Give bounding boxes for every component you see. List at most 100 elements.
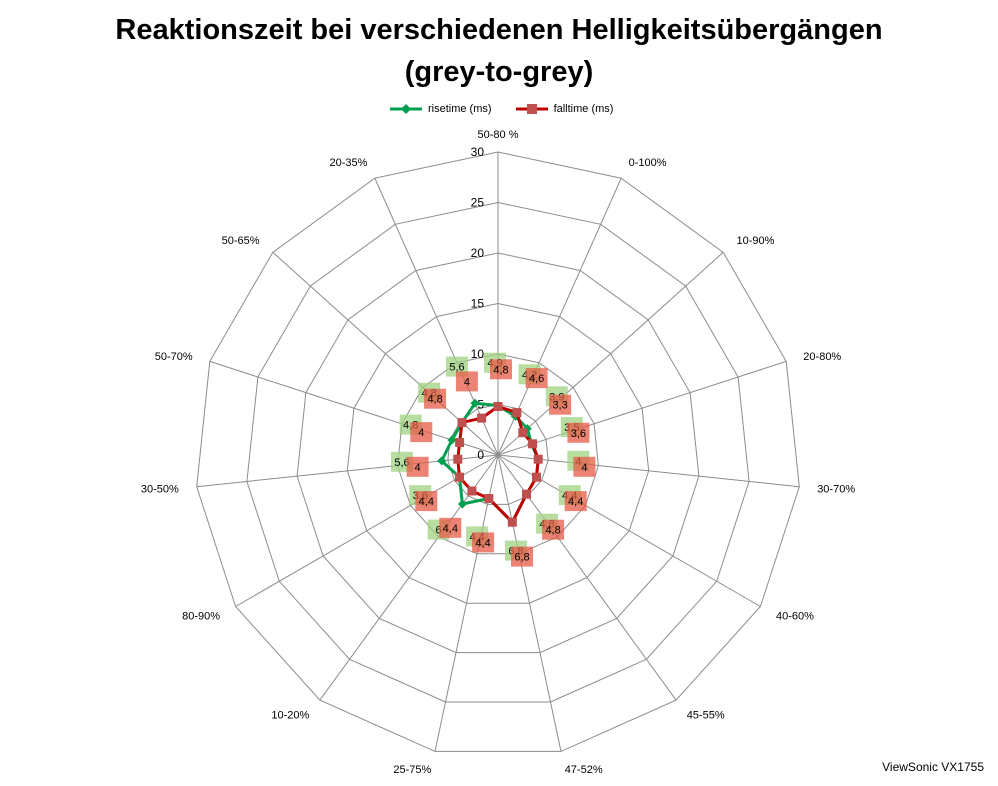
- category-label-7: 47-52%: [565, 764, 603, 776]
- spoke-14: [374, 177, 499, 456]
- falltime-point-9: [467, 486, 477, 496]
- falltime-point-10: [455, 472, 464, 482]
- data-label-box: [424, 388, 447, 409]
- spoke-9: [319, 454, 499, 701]
- falltime-point-3: [528, 439, 538, 449]
- data-label-text: 4: [418, 427, 424, 439]
- data-label-fall-13: 4,8: [424, 388, 447, 409]
- series-line-falltime: [456, 405, 540, 524]
- falltime-point-4: [533, 454, 543, 464]
- category-label-13: 50-65%: [222, 235, 260, 247]
- category-label-3: 20-80%: [803, 351, 841, 363]
- data-label-fall-3: 3,6: [567, 422, 590, 443]
- risetime-point-14: [470, 398, 480, 408]
- spoke-10: [235, 454, 499, 607]
- data-label-text: 4,4: [419, 496, 434, 508]
- data-label-fall-10: 4,4: [415, 491, 438, 512]
- data-label-box: [455, 371, 478, 392]
- data-label-text: 3,6: [571, 428, 586, 440]
- data-label-box: [549, 394, 572, 415]
- spoke-2: [497, 251, 724, 456]
- data-label-text: 4,4: [443, 523, 458, 535]
- data-label-fall-12: 4: [410, 422, 433, 443]
- data-label-fall-2: 3,3: [549, 394, 572, 415]
- data-label-box: [573, 456, 596, 477]
- data-label-box: [542, 519, 565, 540]
- category-label-1: 0-100%: [629, 157, 667, 169]
- risetime-point-12: [447, 435, 457, 445]
- falltime-point-1: [512, 408, 522, 418]
- tick-label-15: 15: [471, 297, 485, 311]
- falltime-point-5: [532, 472, 541, 482]
- data-label-text: 6,8: [514, 552, 529, 564]
- legend-item-risetime: risetime (ms): [388, 103, 492, 115]
- falltime-point-0: [493, 402, 503, 411]
- category-label-11: 30-50%: [141, 484, 179, 496]
- data-label-text: 5,6: [394, 457, 409, 469]
- falltime-point-2: [518, 428, 528, 438]
- grid-ring-10: [397, 353, 599, 555]
- data-labels: 4,94,23,93,544,44,86,84,463,65,64,84,85,…: [391, 352, 596, 567]
- category-label-6: 45-55%: [687, 710, 725, 722]
- data-label-text: 6: [436, 525, 442, 537]
- data-label-box: [564, 491, 587, 512]
- data-label-fall-6: 4,8: [542, 519, 565, 540]
- falltime-point-13: [457, 418, 467, 428]
- data-label-box: [406, 456, 429, 477]
- data-label-box: [567, 422, 590, 443]
- tick-label-30: 30: [471, 145, 485, 159]
- grid-ring-30: [196, 151, 800, 752]
- category-label-2: 10-90%: [737, 235, 775, 247]
- data-label-text: 4: [415, 462, 421, 474]
- spoke-8: [434, 454, 499, 752]
- radar-grid: [196, 151, 800, 752]
- data-label-fall-14: 4: [455, 371, 478, 392]
- data-label-fall-5: 4,4: [564, 491, 587, 512]
- chart-title: Reaktionszeit bei verschiedenen Helligke…: [115, 14, 883, 46]
- falltime-point-7: [507, 517, 517, 527]
- data-label-fall-7: 6,8: [511, 546, 533, 567]
- data-label-box: [415, 491, 438, 512]
- spoke-7: [497, 454, 562, 752]
- spoke-4: [497, 454, 800, 488]
- data-label-box: [511, 546, 533, 567]
- grid-ring-5: [447, 403, 549, 505]
- tick-label-0: 0: [477, 448, 484, 462]
- data-label-fall-0: 4,8: [490, 359, 512, 380]
- tick-label-20: 20: [471, 246, 485, 260]
- data-label-text: 4,4: [568, 496, 583, 508]
- legend-item-falltime: falltime (ms): [514, 103, 613, 115]
- risetime-point-9: [457, 499, 467, 509]
- data-label-fall-4: 4: [573, 456, 596, 477]
- risetime-point-11: [437, 456, 447, 466]
- data-label-fall-8: 4,4: [472, 532, 495, 553]
- data-label-text: 4: [464, 376, 470, 388]
- data-label-text: 4,6: [529, 373, 544, 385]
- tick-label-10: 10: [471, 347, 485, 361]
- monitor-model-label: ViewSonic VX1755: [882, 760, 984, 774]
- falltime-point-12: [455, 438, 465, 447]
- data-label-box: [490, 359, 512, 380]
- category-label-12: 50-70%: [155, 351, 193, 363]
- data-label-text: 4,8: [427, 394, 442, 406]
- category-label-0: 50-80 %: [478, 129, 519, 141]
- data-label-fall-1: 4,6: [525, 368, 548, 389]
- falltime-point-6: [522, 489, 531, 499]
- tick-label-25: 25: [471, 196, 485, 210]
- chart-subtitle: (grey-to-grey): [404, 56, 594, 88]
- category-label-9: 10-20%: [271, 710, 309, 722]
- data-label-box: [525, 368, 548, 389]
- data-label-fall-11: 4: [406, 456, 429, 477]
- category-label-10: 80-90%: [182, 611, 220, 623]
- data-label-box: [472, 532, 495, 553]
- grid-ring-25: [246, 201, 750, 703]
- category-label-5: 40-60%: [776, 611, 814, 623]
- category-label-14: 20-35%: [329, 157, 367, 169]
- data-label-text: 4,8: [545, 525, 560, 537]
- grid-ring-20: [296, 252, 700, 654]
- legend-falltime-swatch: [515, 104, 548, 114]
- data-label-text: 4: [581, 462, 587, 474]
- falltime-point-14: [477, 413, 487, 423]
